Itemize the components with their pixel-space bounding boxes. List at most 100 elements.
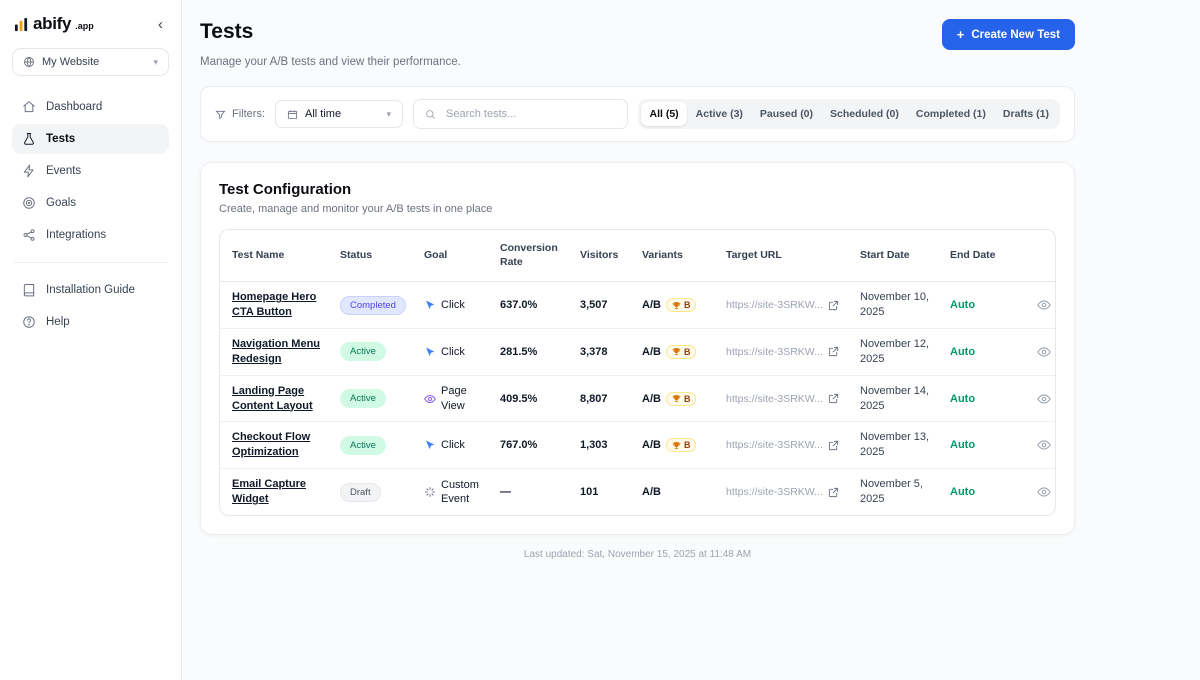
test-name-link[interactable]: Checkout Flow Optimization [232,431,311,459]
trophy-icon [672,301,681,310]
end-date-link[interactable]: Auto [950,486,976,499]
test-name-link[interactable]: Homepage Hero CTA Button [232,291,317,319]
book-icon [23,283,35,297]
winner-badge: B [665,391,697,406]
sidebar-item-help[interactable]: Help [12,307,169,337]
filters-label: Filters: [215,108,265,120]
sidebar: abify .app ‹ My Website ▾ Dashboard Test… [0,0,182,680]
external-link-icon[interactable] [828,393,839,404]
home-icon [23,101,35,113]
winner-badge: B [665,438,697,453]
col-test-name: Test Name [232,248,285,261]
view-details-icon[interactable] [1037,485,1051,499]
start-date-value: November 13, 2025 [860,431,930,459]
card-title: Test Configuration [219,181,352,198]
logo-text: abify [33,14,72,33]
page-title: Tests [200,20,254,43]
flask-icon [24,132,34,145]
view-details-icon[interactable] [1037,345,1051,359]
sidebar-item-installation-guide[interactable]: Installation Guide [12,275,169,305]
sidebar-item-integrations[interactable]: Integrations [12,220,169,250]
tab-scheduled[interactable]: Scheduled (0) [830,108,899,120]
chevron-down-icon: ▾ [386,108,391,119]
time-range-select[interactable]: All time ▾ [275,100,403,128]
col-variants: Variants [642,248,683,261]
winner-label: B [683,300,691,311]
view-details-icon[interactable] [1037,438,1051,452]
goal-icon [424,346,436,358]
sidebar-item-events[interactable]: Events [12,156,169,186]
test-name-link[interactable]: Landing Page Content Layout [232,384,313,412]
winner-badge: B [665,298,697,313]
table-row: Email Capture Widget Draft Custom Event … [220,469,1055,515]
app-logo: abify .app [14,14,94,34]
end-date-link[interactable]: Auto [950,345,976,358]
view-details-icon[interactable] [1037,392,1051,406]
sidebar-collapse-button[interactable]: ‹ [158,15,163,33]
end-date-link[interactable]: Auto [950,439,976,452]
view-details-icon[interactable] [1037,298,1051,312]
external-link-icon[interactable] [828,300,839,311]
visitors-value: 3,507 [580,299,608,312]
target-url-value: https://site-3SRKW... [726,486,823,499]
variants-label: A/B [642,392,661,405]
variants-label: A/B [642,439,661,452]
tab-active[interactable]: Active (3) [695,108,743,120]
sidebar-divider [14,262,167,263]
conversion-rate-value: 767.0% [500,439,538,452]
status-badge: Completed [340,295,406,315]
status-filter-tabs: All (5) Active (3) Paused (0) Scheduled … [638,99,1060,129]
winner-label: B [683,393,691,404]
last-updated-note: Last updated: Sat, November 15, 2025 at … [523,549,752,561]
plus-icon: + [956,27,965,42]
target-url-value: https://site-3SRKW... [726,392,823,405]
visitors-value: 1,303 [580,439,608,452]
logo-bars-icon [14,17,28,31]
external-link-icon[interactable] [828,346,839,357]
goal-icon [424,486,436,498]
sidebar-item-dashboard[interactable]: Dashboard [12,92,169,122]
end-date-link[interactable]: Auto [950,299,976,312]
external-link-icon[interactable] [828,440,839,451]
sidebar-item-label: Integrations [46,229,107,241]
external-link-icon[interactable] [828,487,839,498]
website-selector-label: My Website [42,56,100,68]
tab-completed[interactable]: Completed (1) [915,108,986,120]
col-end-date: End Date [950,248,996,261]
search-input[interactable] [444,107,616,121]
website-selector[interactable]: My Website ▾ [12,48,169,76]
test-name-link[interactable]: Navigation Menu Redesign [232,337,321,365]
visitors-value: 101 [580,486,599,499]
zap-icon [23,164,34,178]
globe-icon [24,56,34,68]
status-badge: Active [340,435,386,455]
status-badge: Active [340,389,386,408]
target-url-value: https://site-3SRKW... [726,439,823,452]
tests-table: Test Name Status Goal Conversion Rate Vi… [219,229,1056,517]
col-actions [1014,244,1055,268]
table-body: Homepage Hero CTA Button Completed Click… [220,282,1055,515]
variants-label: A/B [642,486,661,499]
start-date-value: November 10, 2025 [860,291,930,319]
sidebar-item-tests[interactable]: Tests [12,124,169,154]
time-range-value: All time [305,108,342,120]
tab-all[interactable]: All (5) [641,102,687,126]
card-subtitle: Create, manage and monitor your A/B test… [219,203,493,215]
trophy-icon [672,347,681,356]
logo-row: abify .app ‹ [12,14,169,48]
sidebar-item-goals[interactable]: Goals [12,188,169,218]
visitors-value: 8,807 [580,392,608,405]
winner-label: B [683,440,691,451]
table-row: Homepage Hero CTA Button Completed Click… [220,282,1055,329]
tab-drafts[interactable]: Drafts (1) [1002,108,1049,120]
test-name-link[interactable]: Email Capture Widget [232,478,306,506]
col-visitors: Visitors [580,248,619,261]
goal-icon [424,439,436,451]
goal-icon [424,299,436,311]
end-date-link[interactable]: Auto [950,392,976,405]
create-new-test-button[interactable]: + Create New Test [941,19,1075,50]
col-status: Status [340,248,373,261]
tab-paused[interactable]: Paused (0) [759,108,814,120]
test-configuration-card: Test Configuration Create, manage and mo… [200,162,1075,536]
